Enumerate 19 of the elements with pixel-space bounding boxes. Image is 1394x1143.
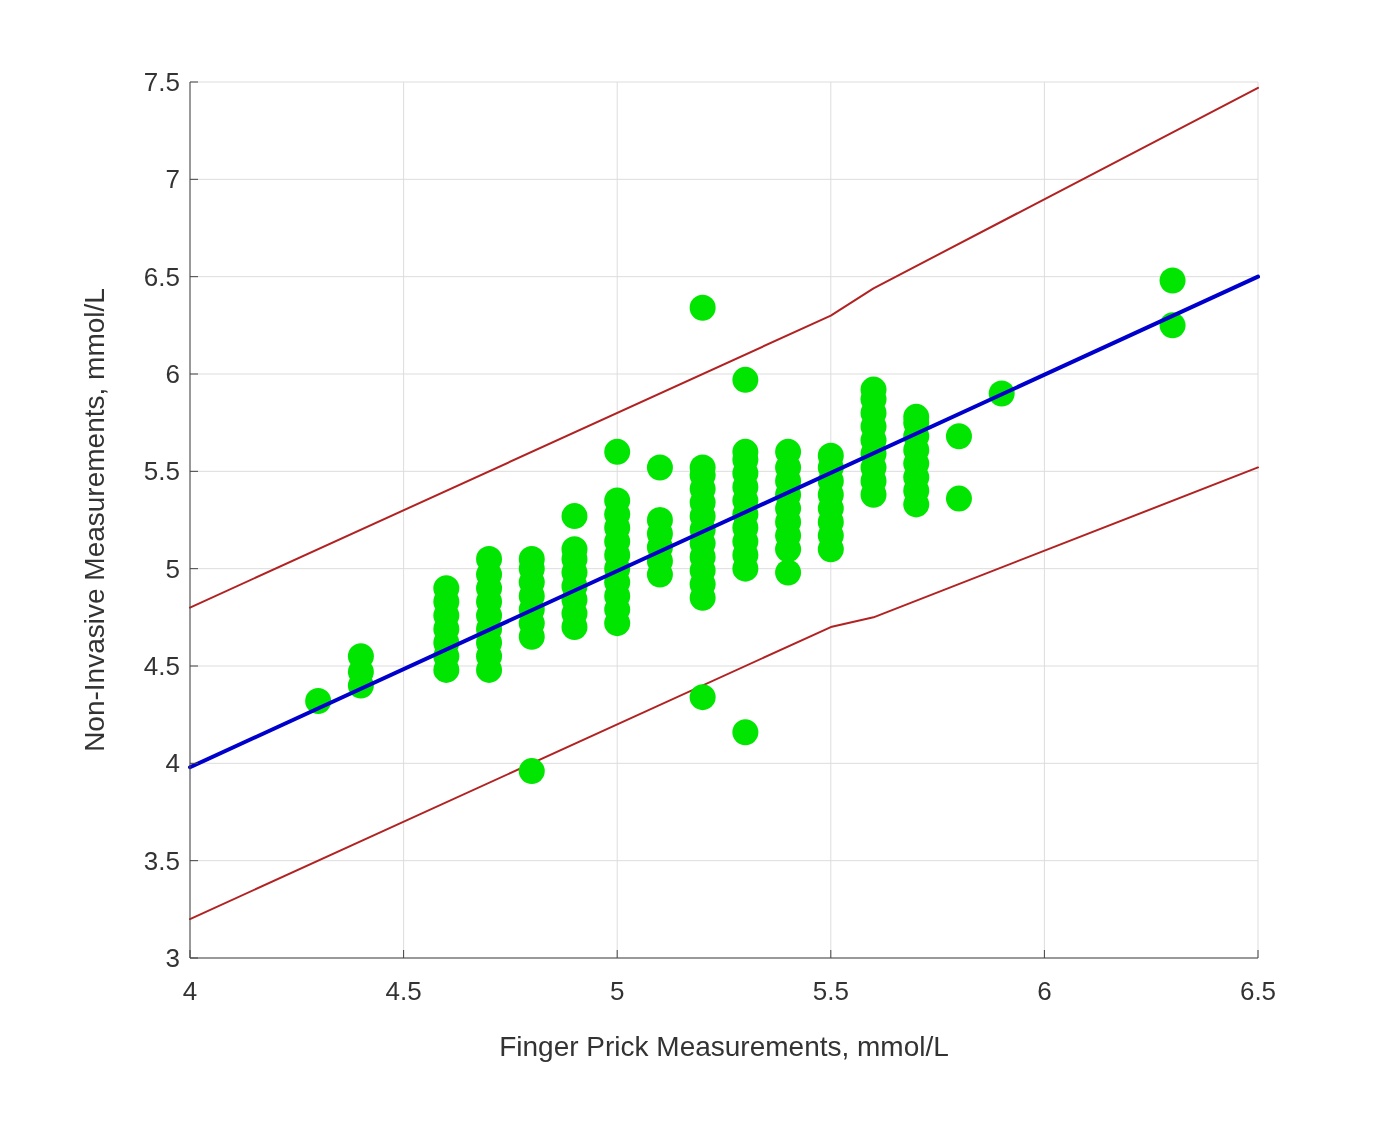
y-tick-label: 4.5 xyxy=(143,651,180,681)
line-series xyxy=(189,86,1259,609)
x-tick-label: 6.5 xyxy=(1239,976,1277,1006)
y-axis-title: Non-Invasive Measurements, mmol/L xyxy=(79,288,110,752)
y-tick-label: 5 xyxy=(165,553,180,584)
x-tick-label: 5 xyxy=(609,976,625,1006)
y-tick-label: 5.5 xyxy=(143,456,180,487)
y-tick-label: 7 xyxy=(165,164,180,195)
x-axis-title: Finger Prick Measurements, mmol/L xyxy=(499,1031,949,1062)
line-series xyxy=(189,466,1259,921)
y-tick-label: 4 xyxy=(165,748,180,779)
y-tick-label: 3 xyxy=(165,943,180,973)
x-tick-label: 6 xyxy=(1037,976,1052,1006)
x-tick-label: 5.5 xyxy=(812,976,849,1006)
y-tick-label: 7.5 xyxy=(143,67,180,97)
y-tick-label: 3.5 xyxy=(143,845,180,876)
y-tick-label: 6.5 xyxy=(143,261,180,292)
x-tick-label: 4.5 xyxy=(385,976,422,1006)
y-tick-label: 6 xyxy=(165,359,180,389)
